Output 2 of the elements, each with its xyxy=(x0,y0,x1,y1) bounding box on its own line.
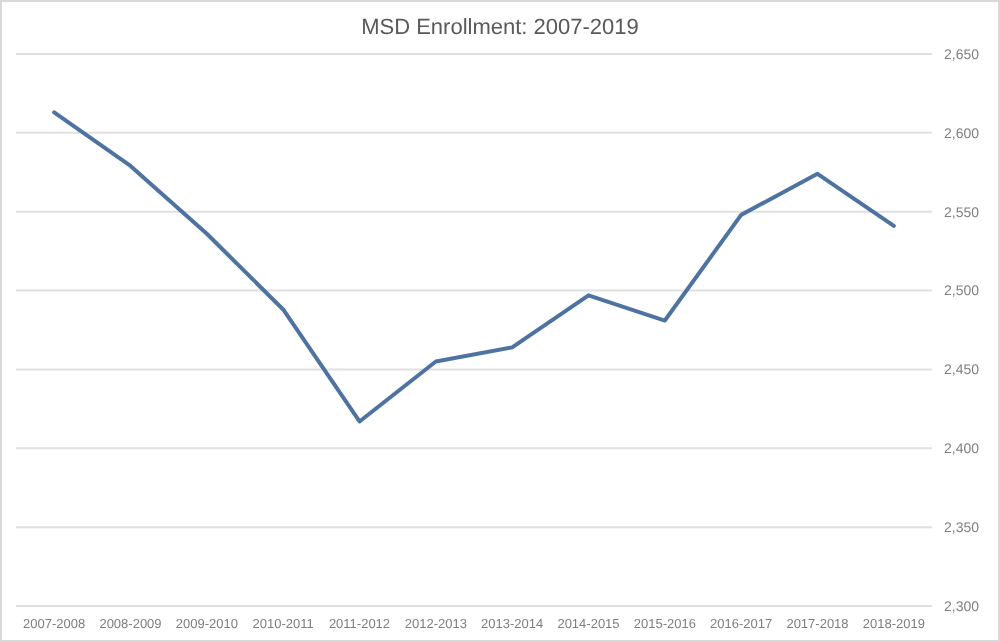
line-series xyxy=(52,110,896,424)
chart-title: MSD Enrollment: 2007-2019 xyxy=(361,16,639,40)
